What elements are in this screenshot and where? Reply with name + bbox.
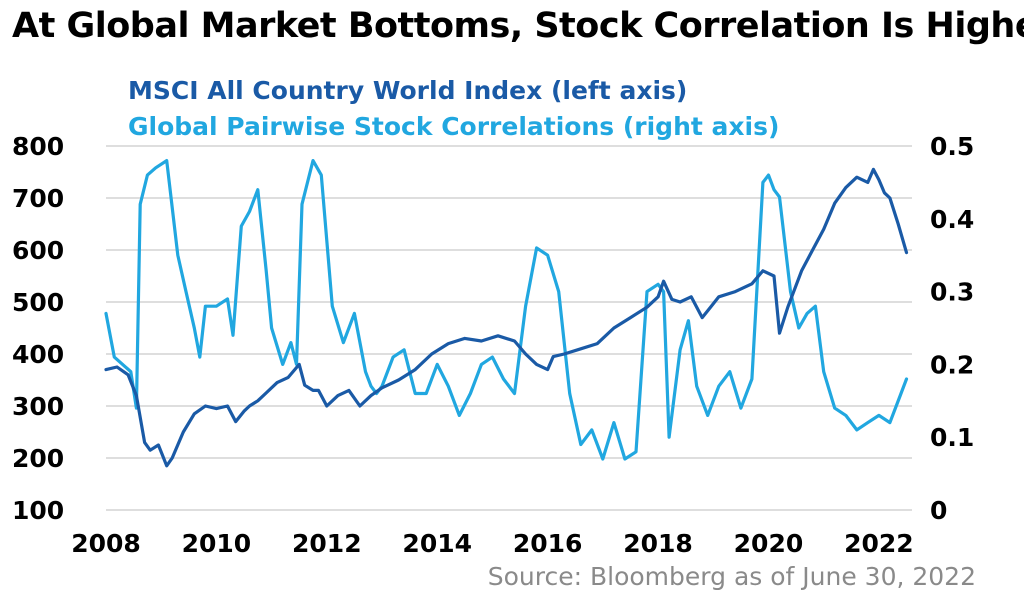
left-tick-label: 400 (12, 340, 64, 369)
right-tick-label: 0.4 (930, 205, 974, 234)
right-axis-ticks: 0 0.1 0.2 0.3 0.4 0.5 (930, 132, 974, 525)
legend-msci: MSCI All Country World Index (left axis) (128, 76, 688, 105)
gridlines (106, 145, 912, 511)
series-lines (104, 159, 909, 468)
x-tick-label: 2008 (71, 529, 141, 558)
left-axis-ticks: 100 200 300 400 500 600 700 800 (12, 132, 64, 525)
x-tick-label: 2014 (402, 529, 472, 558)
x-tick-label: 2018 (623, 529, 693, 558)
left-tick-label: 500 (12, 288, 64, 317)
right-tick-label: 0.2 (930, 350, 974, 379)
left-tick-label: 300 (12, 392, 64, 421)
x-axis-ticks: 2008 2010 2012 2014 2016 2018 2020 2022 (71, 529, 913, 558)
x-tick-label: 2010 (182, 529, 252, 558)
left-tick-label: 100 (12, 496, 64, 525)
right-tick-label: 0.3 (930, 278, 974, 307)
right-tick-label: 0.5 (930, 132, 974, 161)
left-tick-label: 800 (12, 132, 64, 161)
x-tick-label: 2020 (734, 529, 804, 558)
left-tick-label: 600 (12, 236, 64, 265)
msci-series-line (104, 167, 909, 468)
right-tick-label: 0.1 (930, 423, 974, 452)
x-tick-label: 2012 (292, 529, 362, 558)
left-tick-label: 700 (12, 184, 64, 213)
left-tick-label: 200 (12, 444, 64, 473)
x-tick-label: 2016 (513, 529, 583, 558)
legend-correlation: Global Pairwise Stock Correlations (righ… (128, 112, 780, 141)
x-tick-label: 2022 (844, 529, 914, 558)
correlation-series-line (104, 159, 909, 461)
source-note: Source: Bloomberg as of June 30, 2022 (487, 562, 976, 591)
chart-title: At Global Market Bottoms, Stock Correlat… (12, 6, 1024, 46)
right-tick-label: 0 (930, 496, 947, 525)
